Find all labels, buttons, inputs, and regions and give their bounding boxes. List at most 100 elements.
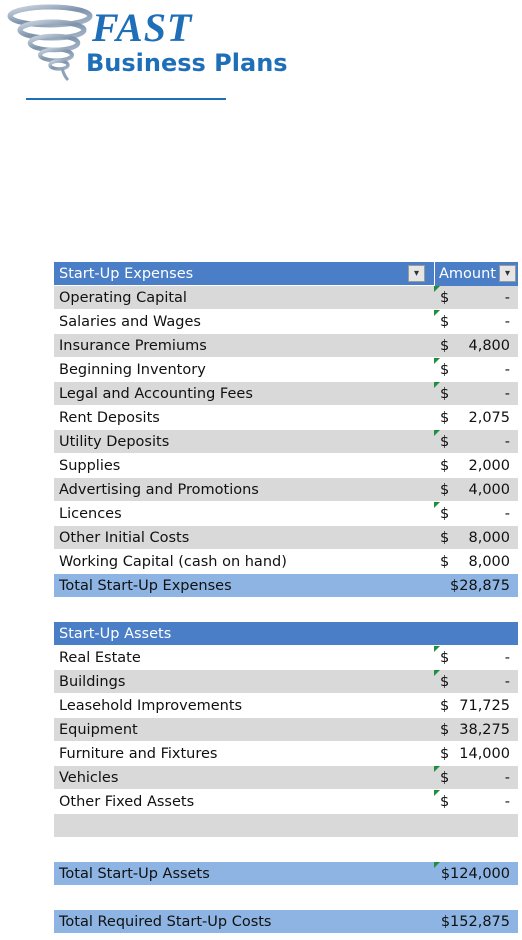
row-label: Other Initial Costs: [59, 530, 190, 546]
currency-symbol: $: [440, 674, 450, 690]
amount-cell[interactable]: $71,725: [434, 694, 518, 718]
amount-cell[interactable]: $8,000: [434, 526, 518, 550]
table-row: Rent Deposits $2,075: [54, 406, 518, 430]
table-row: Other Fixed Assets $ -: [54, 790, 518, 814]
amount-value: 71,725: [459, 698, 510, 714]
amount-cell[interactable]: $38,275: [434, 718, 518, 742]
assets-total-row: Total Start-Up Assets $124,000: [54, 862, 518, 886]
spacer-row: [54, 838, 518, 862]
amount-cell[interactable]: $ -: [434, 646, 518, 670]
amount-value: -: [504, 362, 510, 378]
logo-word-fast: FAST: [92, 5, 193, 50]
amount-filter-dropdown[interactable]: ▾: [499, 265, 516, 282]
fast-business-plans-logo: FAST Business Plans: [4, 4, 314, 84]
cell-flag-icon: [434, 382, 440, 388]
amount-value: -: [504, 674, 510, 690]
grand-total-value: $152,875: [440, 914, 510, 930]
amount-cell[interactable]: $ -: [434, 358, 518, 382]
amount-cell[interactable]: $ -: [434, 286, 518, 310]
amount-cell[interactable]: $ -: [434, 382, 518, 406]
cell-flag-icon: [434, 286, 440, 292]
currency-symbol: $: [440, 554, 450, 570]
currency-symbol: $: [440, 722, 450, 738]
cell-flag-icon: [434, 862, 440, 868]
row-label: Equipment: [59, 722, 138, 738]
expenses-total-value: $28,875: [450, 578, 510, 594]
row-label: Insurance Premiums: [59, 338, 207, 354]
amount-value: -: [504, 386, 510, 402]
grand-total-row: Total Required Start-Up Costs $152,875: [54, 910, 518, 934]
amount-cell[interactable]: $14,000: [434, 742, 518, 766]
expenses-filter-dropdown[interactable]: ▾: [408, 265, 425, 282]
amount-cell[interactable]: $ -: [434, 310, 518, 334]
table-row: Salaries and Wages $ -: [54, 310, 518, 334]
expenses-total-label: Total Start-Up Expenses: [59, 578, 232, 594]
row-label: Other Fixed Assets: [59, 794, 195, 810]
assets-header: Start-Up Assets: [59, 626, 172, 642]
expenses-header: Start-Up Expenses: [59, 266, 194, 282]
row-label: Advertising and Promotions: [59, 482, 259, 498]
amount-value: 8,000: [468, 530, 510, 546]
amount-cell[interactable]: $4,800: [434, 334, 518, 358]
amount-value: 4,000: [468, 482, 510, 498]
amount-cell[interactable]: $ -: [434, 502, 518, 526]
row-label: Buildings: [59, 674, 126, 690]
amount-value: -: [504, 770, 510, 786]
amount-cell[interactable]: $ -: [434, 430, 518, 454]
row-label: Beginning Inventory: [59, 362, 206, 378]
assets-header-row: Start-Up Assets: [54, 622, 518, 646]
cell-flag-icon: [434, 790, 440, 796]
currency-symbol: $: [440, 482, 450, 498]
amount-value: 8,000: [468, 554, 510, 570]
assets-total-label: Total Start-Up Assets: [59, 866, 210, 882]
table-row: Licences $ -: [54, 502, 518, 526]
table-row: Legal and Accounting Fees $ -: [54, 382, 518, 406]
amount-value: 2,000: [468, 458, 510, 474]
amount-cell[interactable]: $4,000: [434, 478, 518, 502]
logo-word-business-plans: Business Plans: [86, 49, 288, 77]
amount-header: Amount: [439, 266, 496, 282]
table-row: Working Capital (cash on hand) $8,000: [54, 550, 518, 574]
cell-flag-icon: [434, 310, 440, 316]
table-row: Leasehold Improvements $71,725: [54, 694, 518, 718]
assets-total-value: $124,000: [440, 866, 510, 882]
amount-value: 4,800: [468, 338, 510, 354]
amount-cell[interactable]: $ -: [434, 670, 518, 694]
amount-value: 2,075: [468, 410, 510, 426]
cell-flag-icon: [434, 358, 440, 364]
currency-symbol: $: [440, 794, 450, 810]
amount-cell[interactable]: $8,000: [434, 550, 518, 574]
empty-row: [54, 814, 518, 838]
amount-cell[interactable]: $ -: [434, 790, 518, 814]
amount-value: -: [504, 314, 510, 330]
amount-cell[interactable]: $2,075: [434, 406, 518, 430]
table-row: Equipment $38,275: [54, 718, 518, 742]
grand-total-label: Total Required Start-Up Costs: [59, 914, 272, 930]
table-row: Operating Capital $ -: [54, 286, 518, 310]
amount-value: -: [504, 650, 510, 666]
amount-value: -: [504, 506, 510, 522]
row-label: Legal and Accounting Fees: [59, 386, 253, 402]
spacer-row: [54, 886, 518, 910]
table-row: Buildings $ -: [54, 670, 518, 694]
currency-symbol: $: [440, 290, 450, 306]
row-label: Working Capital (cash on hand): [59, 554, 287, 570]
table-row: Utility Deposits $ -: [54, 430, 518, 454]
amount-cell[interactable]: $2,000: [434, 454, 518, 478]
currency-symbol: $: [440, 650, 450, 666]
amount-header-cell: Amount ▾: [434, 262, 518, 286]
table-row: Insurance Premiums $4,800: [54, 334, 518, 358]
row-label: Supplies: [59, 458, 121, 474]
table-row: Real Estate $ -: [54, 646, 518, 670]
currency-symbol: $: [440, 698, 450, 714]
currency-symbol: $: [440, 362, 450, 378]
table-row: Beginning Inventory $ -: [54, 358, 518, 382]
row-label: Leasehold Improvements: [59, 698, 243, 714]
row-label: Real Estate: [59, 650, 141, 666]
table-row: Furniture and Fixtures $14,000: [54, 742, 518, 766]
expenses-header-row: Start-Up Expenses ▾ Amount ▾: [54, 262, 518, 286]
currency-symbol: $: [440, 338, 450, 354]
amount-cell[interactable]: $ -: [434, 766, 518, 790]
row-label: Furniture and Fixtures: [59, 746, 218, 762]
row-label: Licences: [59, 506, 122, 522]
